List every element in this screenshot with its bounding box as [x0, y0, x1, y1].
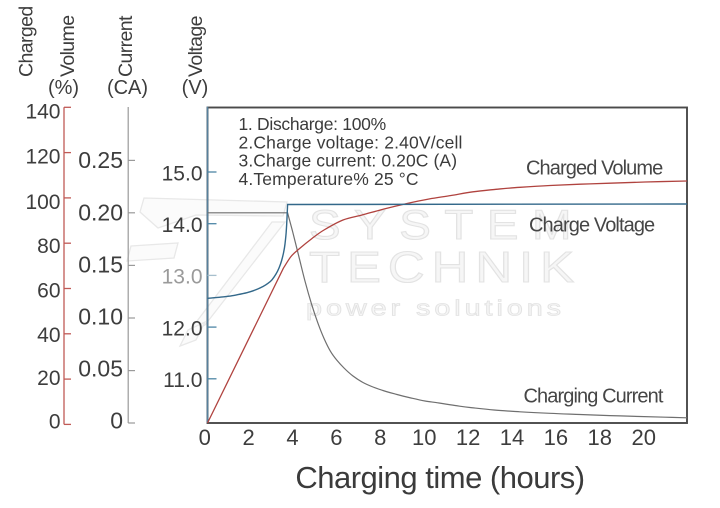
svg-text:40: 40: [37, 324, 60, 347]
svg-text:Charged Volume: Charged Volume: [526, 158, 663, 180]
svg-text:18: 18: [588, 425, 612, 450]
svg-text:Current: Current: [115, 15, 137, 77]
svg-text:TECHNIK: TECHNIK: [309, 243, 581, 292]
svg-text:0: 0: [199, 425, 211, 450]
svg-text:14: 14: [500, 425, 524, 450]
svg-text:1. Discharge: 100%: 1. Discharge: 100%: [239, 114, 386, 134]
svg-text:4: 4: [286, 425, 298, 450]
svg-text:8: 8: [374, 425, 386, 450]
svg-text:Volume: Volume: [57, 16, 79, 77]
svg-text:Charging time (hours): Charging time (hours): [295, 460, 584, 495]
svg-text:15.0: 15.0: [162, 162, 203, 185]
svg-text:13.0: 13.0: [162, 266, 203, 289]
svg-text:3.Charge current: 0.20C (A): 3.Charge current: 0.20C (A): [239, 151, 458, 171]
svg-text:Charge Voltage: Charge Voltage: [529, 215, 655, 237]
svg-text:0.05: 0.05: [78, 356, 123, 382]
svg-text:Charging Current: Charging Current: [524, 386, 664, 408]
svg-text:11.0: 11.0: [163, 369, 202, 392]
svg-text:(CA): (CA): [107, 77, 148, 99]
svg-text:Charged: Charged: [16, 6, 38, 77]
svg-text:12: 12: [456, 425, 480, 450]
svg-text:0: 0: [49, 411, 61, 434]
svg-text:0: 0: [110, 408, 123, 434]
svg-text:20: 20: [631, 425, 655, 450]
svg-text:(%): (%): [48, 77, 79, 99]
svg-text:10: 10: [412, 425, 436, 450]
svg-text:4.Temperature% 25 °C: 4.Temperature% 25 °C: [239, 169, 419, 189]
svg-text:2.Charge voltage: 2.40V/cell: 2.Charge voltage: 2.40V/cell: [239, 132, 463, 152]
svg-text:140: 140: [25, 100, 60, 123]
svg-text:100: 100: [25, 191, 60, 214]
svg-text:Voltage: Voltage: [185, 16, 207, 77]
svg-text:16: 16: [544, 425, 568, 450]
svg-text:0.25: 0.25: [78, 147, 123, 173]
svg-text:14.0: 14.0: [162, 214, 203, 237]
svg-text:0.10: 0.10: [78, 304, 123, 330]
svg-text:80: 80: [37, 235, 60, 258]
svg-text:SYSTEM: SYSTEM: [309, 201, 585, 248]
svg-text:120: 120: [25, 146, 60, 169]
svg-text:power solutions: power solutions: [306, 296, 565, 321]
svg-text:60: 60: [37, 280, 60, 303]
svg-text:0.15: 0.15: [78, 251, 123, 277]
svg-text:2: 2: [242, 425, 254, 450]
svg-text:(V): (V): [182, 77, 209, 99]
svg-text:12.0: 12.0: [162, 317, 203, 340]
svg-text:20: 20: [37, 367, 60, 390]
svg-text:6: 6: [330, 425, 342, 450]
svg-text:0.20: 0.20: [78, 199, 123, 225]
